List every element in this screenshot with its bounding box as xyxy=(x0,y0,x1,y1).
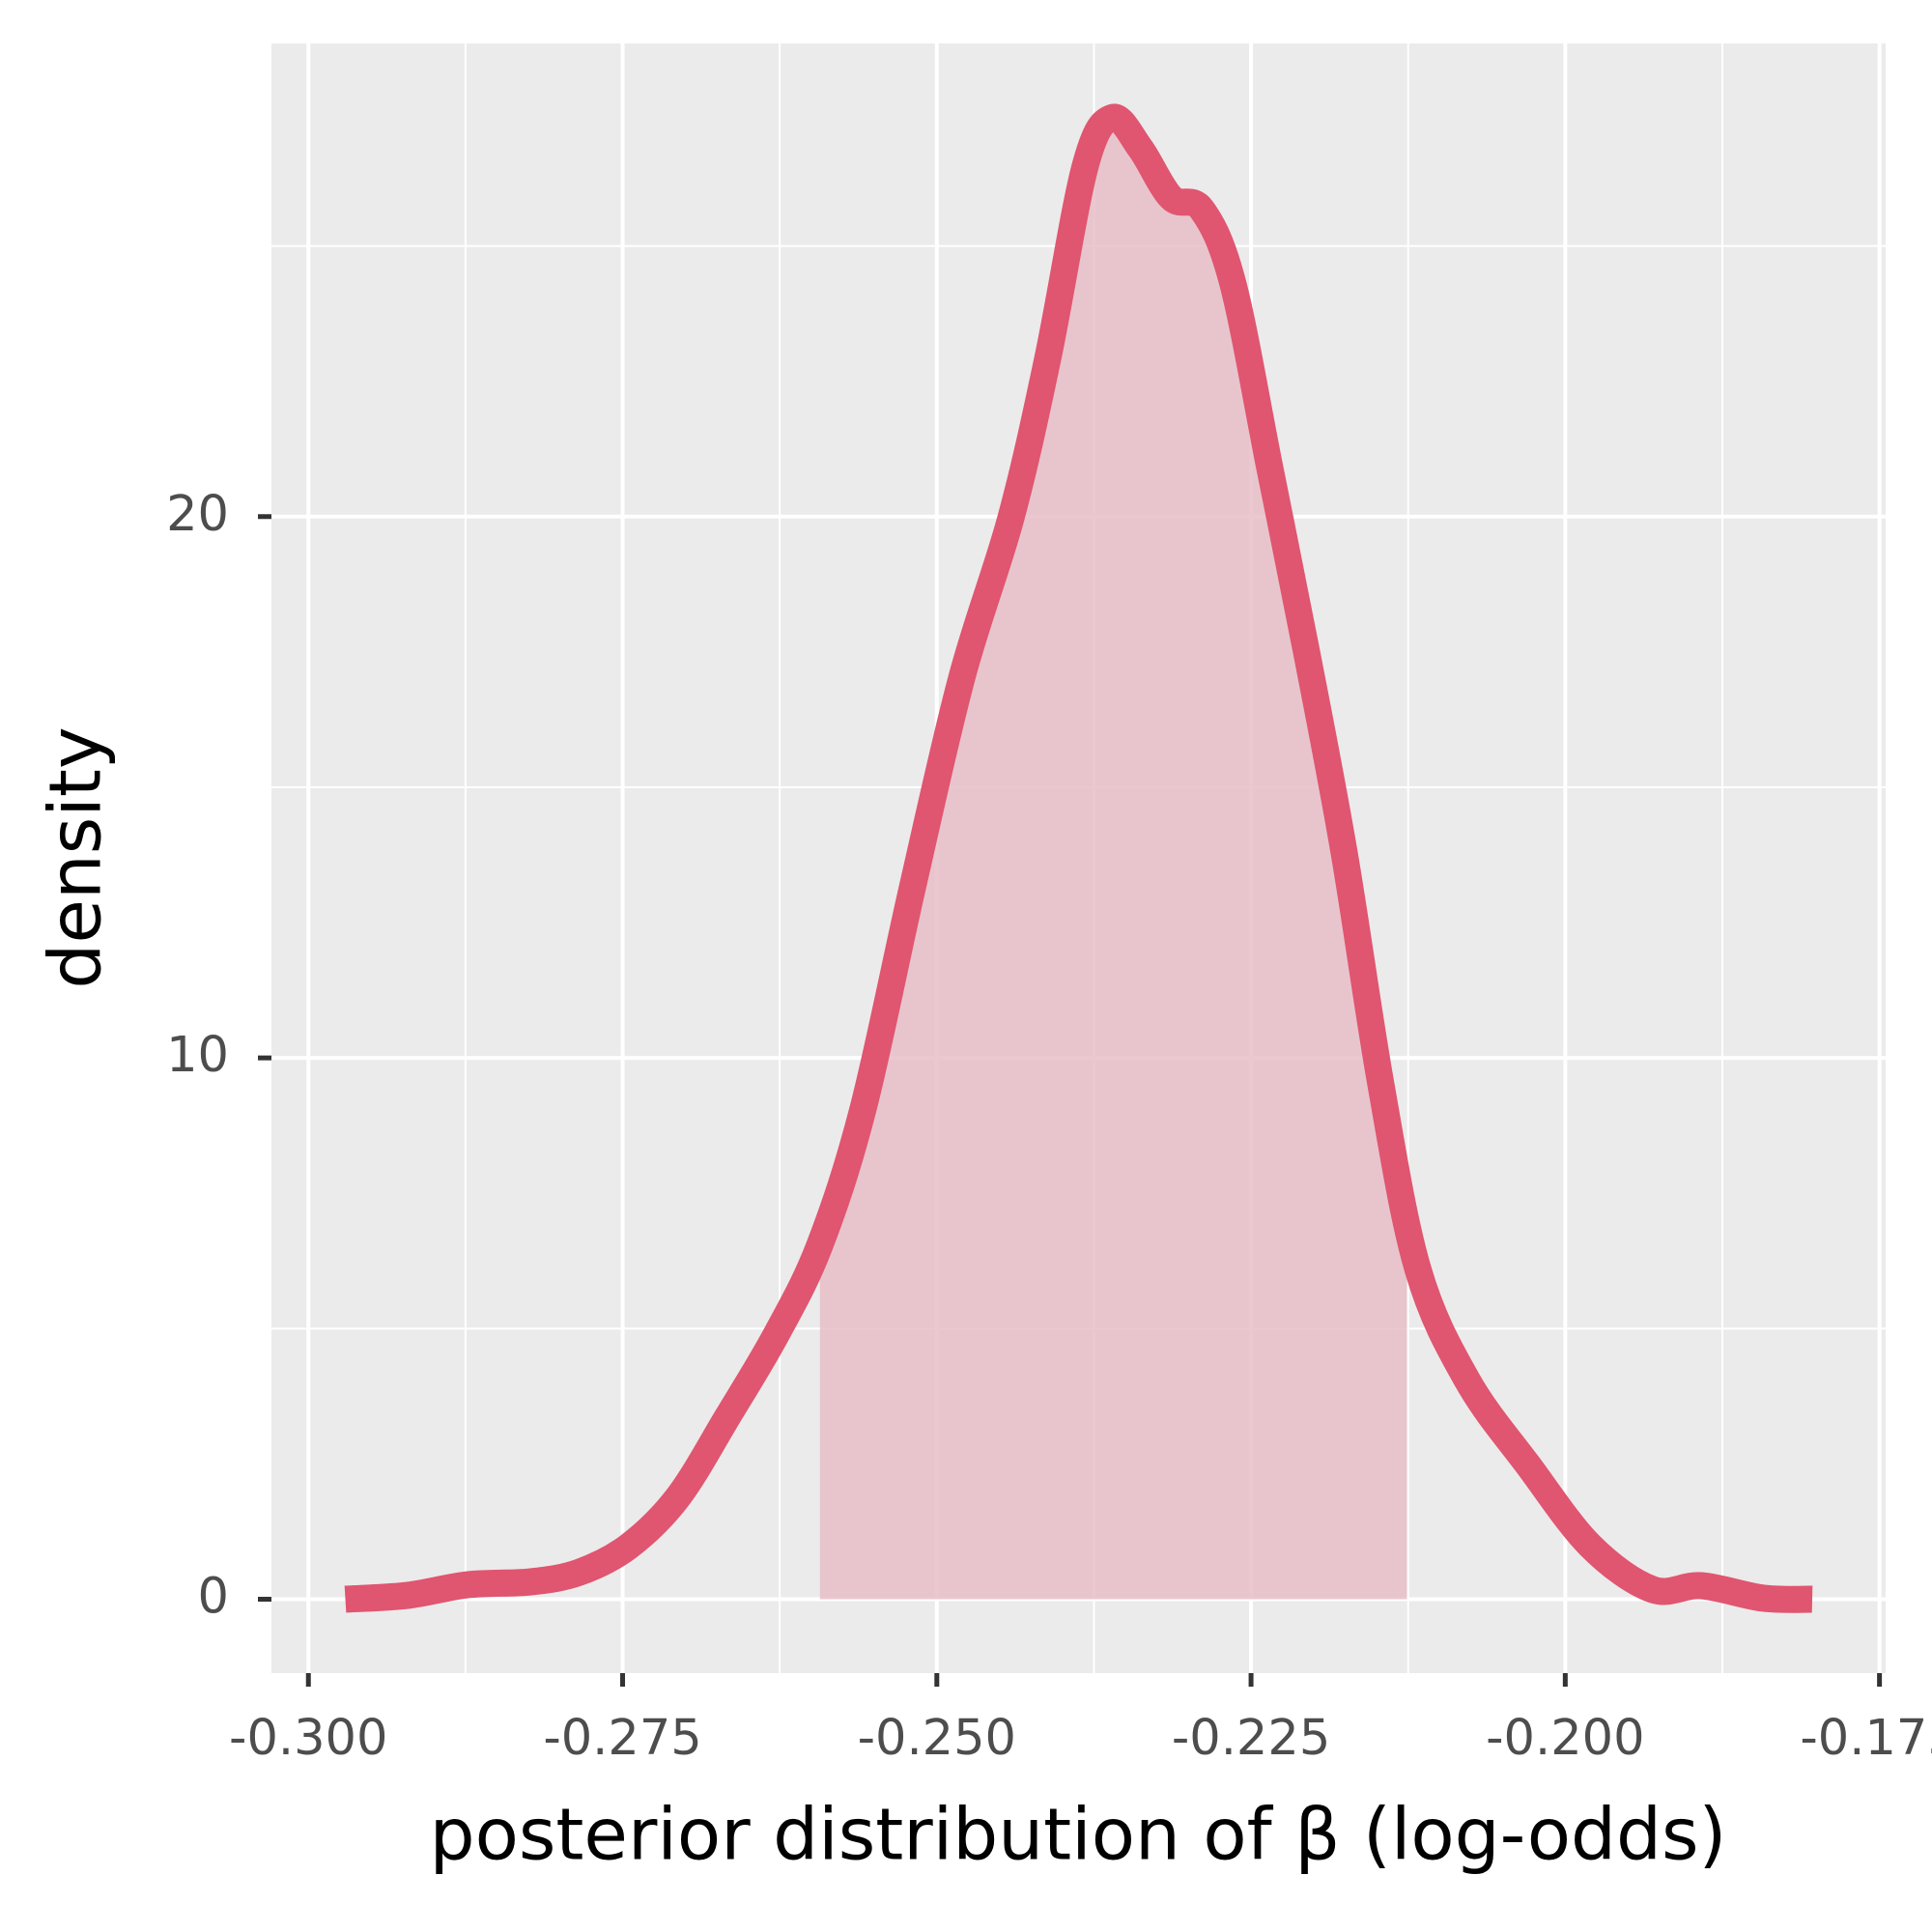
x-tick-label: -0.300 xyxy=(229,1710,387,1767)
density-line xyxy=(344,103,1813,1613)
y-tick-label: 20 xyxy=(166,486,229,543)
y-tick-label: 10 xyxy=(166,1027,229,1084)
x-axis-title: posterior distribution of β (log-odds) xyxy=(430,1794,1727,1877)
x-tick-label: -0.275 xyxy=(543,1710,701,1767)
x-tick-label: -0.225 xyxy=(1172,1710,1330,1767)
x-tick-label: -0.250 xyxy=(858,1710,1016,1767)
y-tick-label: 0 xyxy=(198,1569,229,1626)
x-tick-label: -0.200 xyxy=(1486,1710,1644,1767)
x-tick-label: -0.175 xyxy=(1800,1710,1932,1767)
y-axis-title: density xyxy=(35,726,118,988)
